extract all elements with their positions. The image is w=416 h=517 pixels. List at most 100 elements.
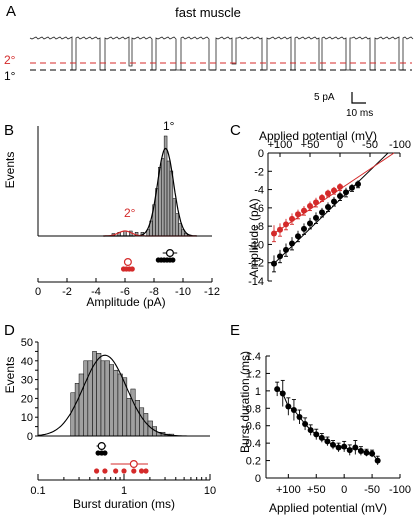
individual-point bbox=[95, 450, 101, 456]
data-point bbox=[279, 390, 286, 397]
data-point bbox=[313, 431, 320, 438]
x-tick-label: -100 bbox=[389, 484, 411, 496]
lognormal-fit bbox=[37, 354, 188, 437]
black-data-point bbox=[343, 189, 349, 196]
y-tick-label: -6 bbox=[254, 203, 264, 215]
data-point bbox=[363, 449, 370, 456]
data-point bbox=[302, 420, 309, 427]
amplitude-bar bbox=[163, 135, 168, 237]
panel-d-xlabel: Burst duration (ms) bbox=[73, 497, 175, 511]
individual-point bbox=[131, 468, 137, 474]
y-tick-label: 1 bbox=[255, 386, 261, 398]
x-tick-label: +100 bbox=[276, 484, 301, 496]
y-tick-label: 20 bbox=[21, 393, 33, 405]
panel-c-xlabel: Applied potential (mV) bbox=[259, 129, 377, 143]
amplitude-bar bbox=[166, 160, 171, 237]
x-tick-label: 0 bbox=[337, 139, 343, 151]
panel-d: D Events 0 10 20 30 40 50 0.1 1 10 Burst duratio… bbox=[3, 322, 216, 511]
black-regression-line bbox=[273, 152, 389, 264]
black-data-point bbox=[319, 209, 325, 216]
x-tick-label: -100 bbox=[389, 139, 411, 151]
scalebar-x-label: 10 ms bbox=[346, 108, 373, 119]
black-data-point bbox=[337, 192, 343, 199]
duration-bar bbox=[117, 373, 123, 437]
scalebar-y-label: 5 pA bbox=[314, 92, 335, 103]
x-tick-label: +100 bbox=[268, 139, 293, 151]
y-tick-label: -10 bbox=[248, 239, 264, 251]
individual-point bbox=[93, 468, 100, 474]
y-tick-label: 30 bbox=[21, 375, 33, 387]
panel-c-label: C bbox=[230, 122, 241, 139]
amplitude-bar bbox=[123, 230, 127, 237]
individual-point bbox=[170, 257, 176, 263]
individual-point bbox=[113, 468, 119, 474]
panel-c: C Applied potential (mV) Amplitude (pA) … bbox=[230, 122, 411, 288]
duration-bar bbox=[78, 373, 84, 437]
black-data-point bbox=[313, 214, 319, 221]
data-point bbox=[369, 450, 376, 457]
red-data-point bbox=[307, 203, 313, 210]
black-data-point bbox=[349, 184, 355, 191]
panel-e: E Burst duration (ms) 0 0.2 0.4 0.6 0.8 1 1.2 1… bbox=[230, 322, 411, 515]
duration-bar bbox=[70, 392, 76, 437]
y-tick-label: -12 bbox=[248, 258, 264, 270]
individual-point bbox=[121, 468, 127, 474]
duration-bar bbox=[139, 407, 145, 437]
individual-point bbox=[129, 266, 135, 272]
panel-a-title: fast muscle bbox=[175, 5, 241, 20]
y-tick-label: -4 bbox=[254, 185, 264, 197]
y-tick-label: 0.6 bbox=[246, 421, 261, 433]
black-data-point bbox=[277, 253, 283, 260]
black-data-point bbox=[301, 225, 307, 232]
panel-b-ylabel: Events bbox=[3, 152, 17, 189]
panel-e-label: E bbox=[230, 322, 240, 339]
y-tick-label: 0.8 bbox=[246, 403, 261, 415]
duration-bar bbox=[100, 360, 106, 437]
duration-bar bbox=[104, 360, 110, 437]
mean-marker bbox=[123, 258, 132, 267]
data-point bbox=[307, 427, 314, 434]
panel-d-ylabel: Events bbox=[3, 357, 17, 394]
amplitude-bar bbox=[178, 223, 182, 237]
duration-bar bbox=[113, 369, 119, 437]
data-point bbox=[274, 386, 281, 393]
duration-bar bbox=[126, 398, 132, 437]
trace-path bbox=[29, 36, 414, 71]
y-tick-label: 0.4 bbox=[246, 438, 261, 450]
x-tick-label: 10 bbox=[204, 485, 216, 497]
duration-bar bbox=[130, 388, 136, 437]
y-tick-label: 0 bbox=[27, 431, 33, 443]
panel-a: A fast muscle 2° 1° 5 pA 10 ms bbox=[4, 3, 414, 119]
y-tick-label: 1.2 bbox=[246, 368, 261, 380]
panel-e-xlabel: Applied potential (mV) bbox=[269, 501, 387, 515]
data-point bbox=[330, 441, 336, 448]
red-data-point bbox=[313, 199, 319, 206]
x-tick-label: -12 bbox=[204, 286, 220, 298]
x-tick-label: -8 bbox=[149, 286, 159, 298]
black-data-point bbox=[307, 220, 313, 227]
data-point bbox=[357, 447, 364, 454]
panel-b-peak-primary: 1° bbox=[163, 119, 175, 133]
panel-b: B Events 1° 2° 0 -2 -4 -6 -8 -10 -12 Amplitude… bbox=[3, 119, 220, 309]
black-data-point bbox=[331, 198, 337, 205]
mean-marker bbox=[129, 460, 138, 469]
data-point bbox=[335, 444, 342, 451]
black-data-point bbox=[271, 260, 277, 267]
red-data-point bbox=[277, 226, 283, 233]
data-point bbox=[285, 403, 292, 410]
individual-point bbox=[102, 450, 108, 456]
panel-a-label: A bbox=[6, 3, 16, 20]
y-tick-label: 0.2 bbox=[246, 456, 261, 468]
panel-d-label: D bbox=[4, 322, 15, 339]
duration-bar bbox=[134, 400, 140, 437]
individual-point bbox=[138, 468, 145, 474]
x-tick-label: -50 bbox=[362, 139, 378, 151]
red-data-point bbox=[319, 194, 325, 201]
mean-marker bbox=[165, 249, 174, 258]
data-point bbox=[296, 414, 303, 420]
y-tick-label: 10 bbox=[21, 412, 33, 424]
data-point bbox=[346, 447, 353, 454]
level-secondary-label: 2° bbox=[4, 53, 16, 67]
amplitude-bar bbox=[172, 198, 177, 237]
black-data-point bbox=[283, 246, 289, 253]
